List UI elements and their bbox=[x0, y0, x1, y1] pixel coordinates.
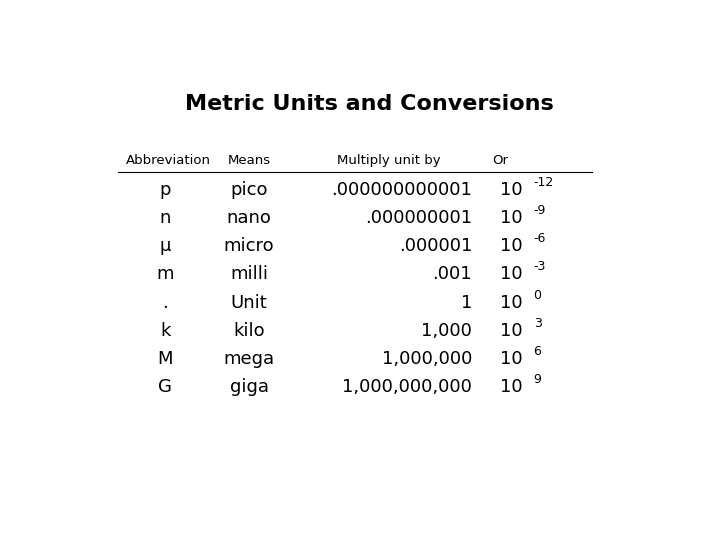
Text: Metric Units and Conversions: Metric Units and Conversions bbox=[184, 94, 554, 114]
Text: pico: pico bbox=[230, 180, 268, 199]
Text: Multiply unit by: Multiply unit by bbox=[337, 154, 441, 167]
Text: 1,000,000: 1,000,000 bbox=[382, 350, 472, 368]
Text: 10: 10 bbox=[500, 209, 523, 227]
Text: G: G bbox=[158, 379, 172, 396]
Text: Means: Means bbox=[228, 154, 271, 167]
Text: 10: 10 bbox=[500, 294, 523, 312]
Text: -12: -12 bbox=[534, 176, 554, 188]
Text: 10: 10 bbox=[500, 379, 523, 396]
Text: p: p bbox=[160, 180, 171, 199]
Text: M: M bbox=[158, 350, 173, 368]
Text: Or: Or bbox=[492, 154, 508, 167]
Text: .001: .001 bbox=[433, 265, 472, 284]
Text: -9: -9 bbox=[534, 204, 546, 217]
Text: -3: -3 bbox=[534, 260, 546, 273]
Text: 10: 10 bbox=[500, 322, 523, 340]
Text: m: m bbox=[156, 265, 174, 284]
Text: 0: 0 bbox=[534, 289, 541, 302]
Text: n: n bbox=[160, 209, 171, 227]
Text: milli: milli bbox=[230, 265, 268, 284]
Text: 1,000,000,000: 1,000,000,000 bbox=[342, 379, 472, 396]
Text: 10: 10 bbox=[500, 350, 523, 368]
Text: 10: 10 bbox=[500, 180, 523, 199]
Text: .: . bbox=[163, 294, 168, 312]
Text: nano: nano bbox=[227, 209, 271, 227]
Text: .000000000001: .000000000001 bbox=[331, 180, 472, 199]
Text: mega: mega bbox=[223, 350, 274, 368]
Text: k: k bbox=[160, 322, 171, 340]
Text: 1: 1 bbox=[461, 294, 472, 312]
Text: 9: 9 bbox=[534, 374, 541, 387]
Text: kilo: kilo bbox=[233, 322, 265, 340]
Text: .000000001: .000000001 bbox=[365, 209, 472, 227]
Text: μ: μ bbox=[160, 237, 171, 255]
Text: 10: 10 bbox=[500, 237, 523, 255]
Text: .000001: .000001 bbox=[399, 237, 472, 255]
Text: 6: 6 bbox=[534, 345, 541, 358]
Text: giga: giga bbox=[230, 379, 269, 396]
Text: 10: 10 bbox=[500, 265, 523, 284]
Text: 1,000: 1,000 bbox=[421, 322, 472, 340]
Text: 3: 3 bbox=[534, 317, 541, 330]
Text: -6: -6 bbox=[534, 232, 546, 245]
Text: Unit: Unit bbox=[230, 294, 267, 312]
Text: Abbreviation: Abbreviation bbox=[125, 154, 211, 167]
Text: micro: micro bbox=[224, 237, 274, 255]
